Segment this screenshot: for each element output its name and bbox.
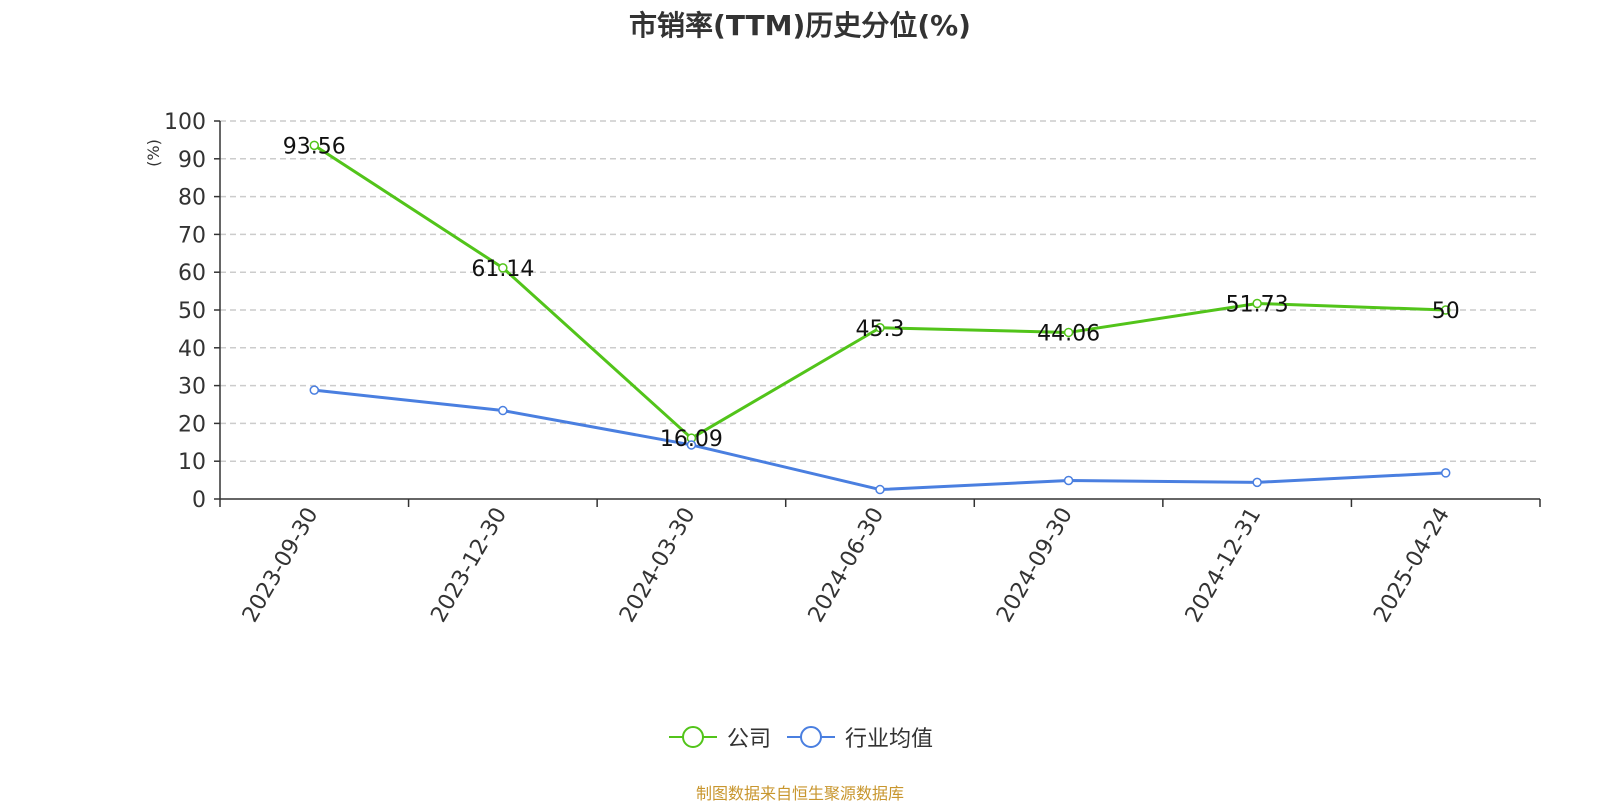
x-tick-label: 2024-12-31	[1181, 504, 1267, 627]
x-tick-label: 2024-03-30	[615, 504, 701, 627]
data-point	[875, 323, 885, 333]
legend-industry-icon	[787, 726, 835, 748]
x-tick-label: 2023-12-30	[426, 504, 512, 627]
data-point	[686, 440, 697, 450]
data-point	[1252, 477, 1262, 488]
x-tick-label: 2024-09-30	[992, 504, 1078, 627]
data-source-note: 制图数据来自恒生聚源数据库	[695, 784, 904, 803]
data-label: 45.3	[856, 317, 905, 342]
y-tick-label: 80	[178, 186, 206, 211]
y-tick-label: 20	[178, 412, 206, 437]
data-point	[498, 263, 508, 273]
legend-company-label: 公司	[726, 727, 771, 752]
grid-lines	[220, 120, 1540, 462]
data-point	[1063, 475, 1074, 486]
data-label: 51.73	[1226, 292, 1289, 317]
legend-company-icon	[668, 726, 717, 748]
chart-title: 市销率(TTM)历史分位(%)	[629, 9, 971, 42]
data-point	[309, 385, 320, 395]
y-tick-label: 60	[178, 261, 206, 286]
legend-industry-label: 行业均值	[845, 727, 934, 752]
data-labels: 93.56 61.14 16.09 45.3 44.06 51.73 50	[283, 134, 1460, 452]
series	[309, 140, 1451, 495]
data-point	[1063, 327, 1074, 338]
y-tick-label: 10	[178, 450, 206, 475]
x-tick-label: 2023-09-30	[238, 504, 324, 627]
data-point	[1252, 298, 1262, 309]
y-tick-label: 0	[192, 488, 206, 513]
y-tick-label: 50	[178, 299, 206, 324]
axes: 0 10 20 30 40 50 60 70 80 90 100 2023-09-30 2023-12-…	[164, 110, 1541, 627]
data-point	[498, 405, 508, 416]
data-label: 93.56	[283, 134, 346, 159]
legend: 公司 行业均值	[0, 721, 1600, 753]
data-label: 61.14	[471, 257, 534, 282]
y-tick-label: 30	[178, 375, 206, 400]
legend-item-industry[interactable]: 行业均值	[785, 721, 933, 753]
y-tick-label: 90	[178, 148, 206, 173]
y-tick-label: 70	[178, 223, 206, 248]
data-label: 50	[1432, 299, 1460, 324]
legend-item-company[interactable]: 公司	[667, 721, 771, 753]
data-point	[309, 140, 320, 151]
x-tick-label: 2024-06-30	[804, 504, 890, 627]
data-point	[1440, 305, 1451, 315]
data-point	[875, 484, 885, 495]
data-point	[1440, 468, 1451, 478]
y-axis-label: (%)	[144, 139, 163, 167]
x-tick-label: 2025-04-24	[1369, 504, 1455, 627]
data-label: 44.06	[1037, 321, 1100, 346]
y-tick-label: 100	[164, 110, 206, 135]
data-label: 16.09	[660, 427, 723, 452]
y-tick-label: 40	[178, 337, 206, 362]
series-line-1	[314, 388, 1446, 492]
